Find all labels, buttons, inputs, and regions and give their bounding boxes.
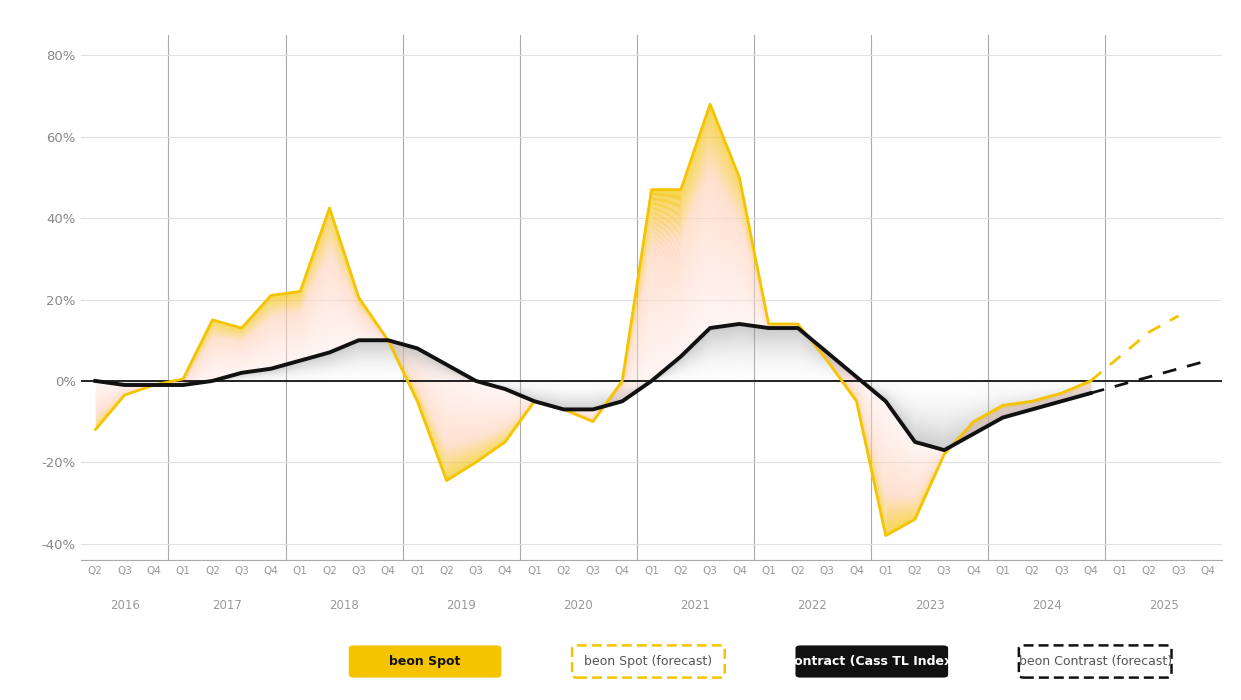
Text: 2024: 2024: [1031, 599, 1061, 612]
Text: 2016: 2016: [109, 599, 139, 612]
Text: beon Spot: beon Spot: [390, 655, 460, 668]
Text: 2022: 2022: [798, 599, 828, 612]
Text: Contract (Cass TL Index): Contract (Cass TL Index): [786, 655, 958, 668]
Text: 2020: 2020: [563, 599, 593, 612]
Text: 2025: 2025: [1149, 599, 1179, 612]
Text: 2017: 2017: [212, 599, 242, 612]
Text: 2018: 2018: [329, 599, 359, 612]
Text: 2021: 2021: [680, 599, 710, 612]
Text: 2023: 2023: [915, 599, 944, 612]
Text: beon Contrast (forecast): beon Contrast (forecast): [1019, 655, 1172, 668]
Text: 2019: 2019: [447, 599, 477, 612]
Text: beon Spot (forecast): beon Spot (forecast): [585, 655, 712, 668]
